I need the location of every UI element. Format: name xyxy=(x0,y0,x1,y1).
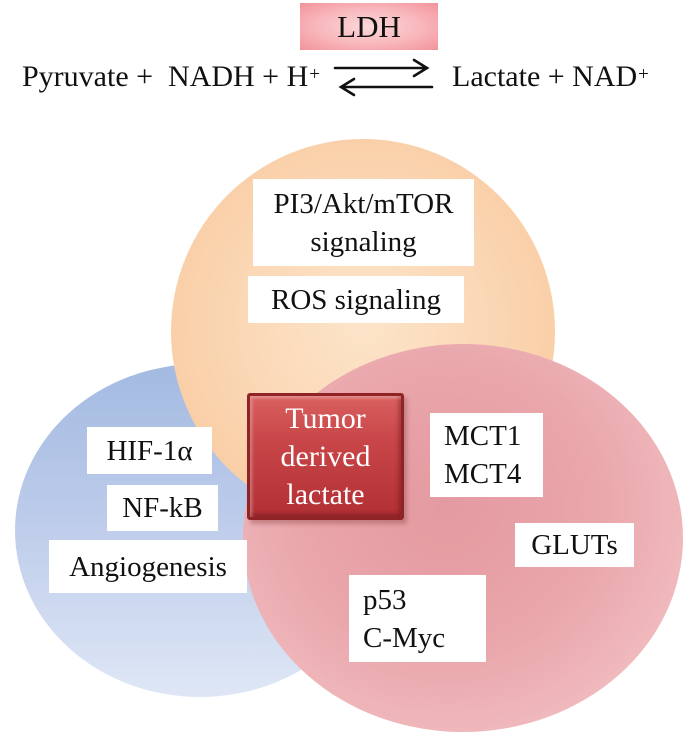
gluts-label: GLUTs xyxy=(515,523,634,567)
reaction-products: Lactate + NAD+ xyxy=(452,60,649,93)
ldh-enzyme-label: LDH xyxy=(337,8,401,44)
p53-cmyc-label: p53 C-Myc xyxy=(349,575,486,662)
nad-superscript: + xyxy=(638,64,649,85)
nf-kb-label: NF-kB xyxy=(107,485,218,531)
reaction-substrate-pyruvate: Pyruvate + xyxy=(22,60,154,93)
tumor-derived-lactate-box: Tumor derived lactate xyxy=(247,393,404,520)
pi3-akt-mtor-label: PI3/Akt/mTOR signaling xyxy=(253,179,474,266)
ldh-enzyme-box: LDH xyxy=(300,3,438,50)
angiogenesis-label: Angiogenesis xyxy=(49,540,247,593)
ros-signaling-label: ROS signaling xyxy=(248,276,464,323)
hif-1a-label: HIF-1α xyxy=(87,427,212,474)
equilibrium-arrows-icon xyxy=(333,58,434,97)
mct-transporters-label: MCT1 MCT4 xyxy=(430,413,543,497)
reaction-substrate-nadh: NADH + H+ xyxy=(168,60,320,93)
proton-superscript: + xyxy=(309,64,320,85)
